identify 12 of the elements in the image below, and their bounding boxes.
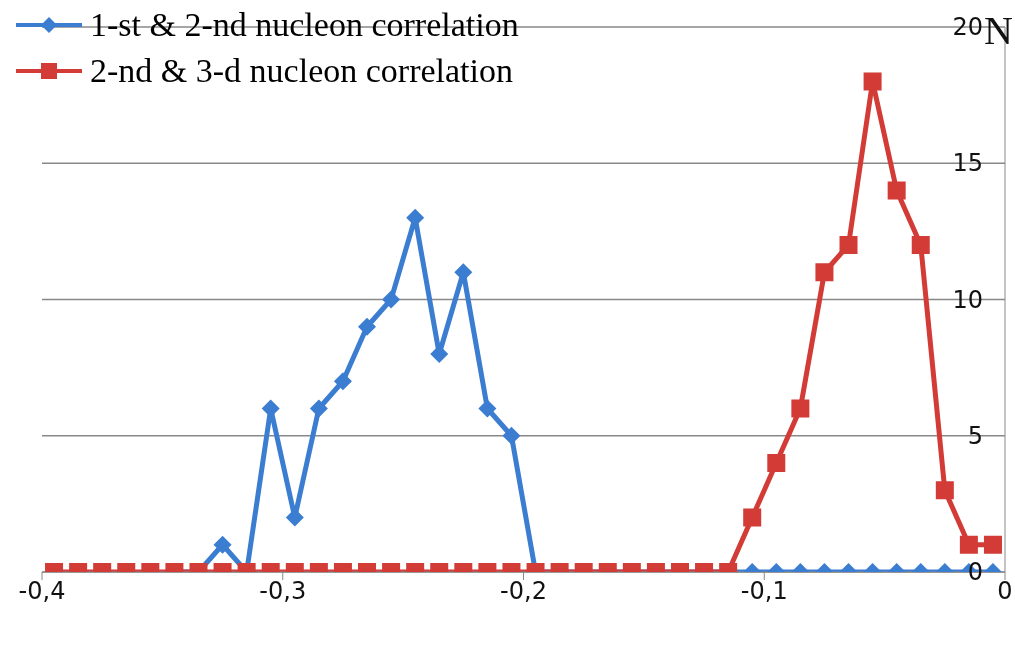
legend-label: 1-st & 2-nd nucleon correlation — [90, 5, 519, 45]
x-tick-label: -0,1 — [740, 577, 788, 606]
y-axis-title: N — [984, 8, 1013, 54]
y-tick-label: 20 — [952, 13, 983, 41]
x-tick-label: -0,2 — [500, 577, 547, 606]
x-tick-label: 0 — [997, 577, 1013, 606]
x-tick-label: -0,3 — [259, 577, 307, 606]
y-tick-label: 15 — [952, 149, 983, 178]
legend-label: 2-nd & 3-d nucleon correlation — [90, 51, 513, 91]
y-tick-label: 10 — [952, 285, 983, 314]
x-tick-label: -0,4 — [18, 577, 66, 606]
y-tick-label: 5 — [967, 421, 983, 450]
